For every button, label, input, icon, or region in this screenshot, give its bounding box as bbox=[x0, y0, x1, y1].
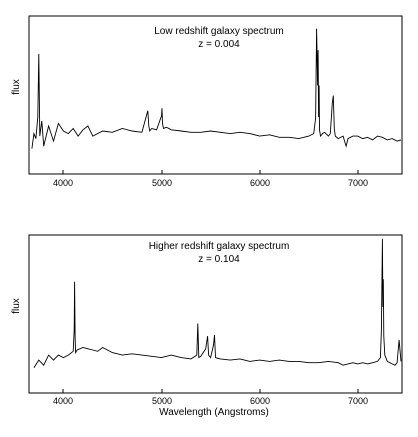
y-axis-label: flux bbox=[11, 298, 22, 314]
chart-panel-low-redshift: Low redshift galaxy spectrum z = 0.004 f… bbox=[11, 15, 403, 188]
y-axis-label: flux bbox=[11, 79, 22, 95]
chart-panel-higher-redshift: Higher redshift galaxy spectrum z = 0.10… bbox=[11, 234, 403, 418]
plot-frame bbox=[28, 15, 403, 175]
x-tick-label: 4000 bbox=[53, 178, 73, 188]
spectrum-line-higher-redshift bbox=[33, 238, 402, 368]
plot-frame bbox=[28, 234, 403, 394]
x-tick-label: 6000 bbox=[250, 396, 270, 406]
x-ticks: 4000 5000 6000 7000 bbox=[53, 389, 368, 406]
x-axis-label: Wavelength (Angstroms) bbox=[159, 407, 269, 418]
chart-title: Higher redshift galaxy spectrum bbox=[149, 241, 290, 252]
x-tick-label: 5000 bbox=[152, 396, 172, 406]
spectrum-line-low-redshift bbox=[31, 28, 402, 149]
chart-subtitle: z = 0.004 bbox=[198, 39, 240, 50]
chart-subtitle: z = 0.104 bbox=[198, 254, 240, 265]
x-tick-label: 6000 bbox=[250, 178, 270, 188]
x-tick-label: 7000 bbox=[348, 396, 368, 406]
chart-title: Low redshift galaxy spectrum bbox=[154, 26, 284, 37]
x-tick-label: 7000 bbox=[348, 178, 368, 188]
x-ticks: 4000 5000 6000 7000 bbox=[53, 170, 368, 188]
x-tick-label: 4000 bbox=[53, 396, 73, 406]
x-tick-label: 5000 bbox=[152, 178, 172, 188]
